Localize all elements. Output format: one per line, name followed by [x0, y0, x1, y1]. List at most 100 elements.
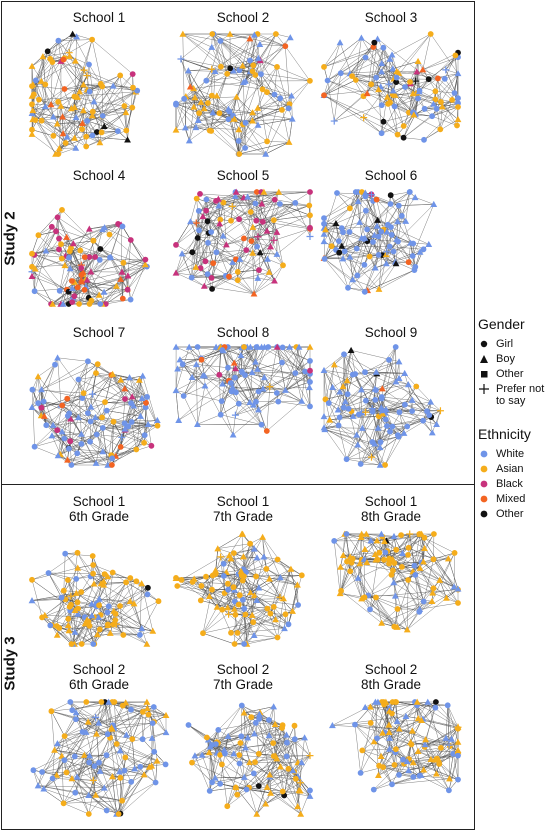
network-node	[78, 589, 85, 595]
network-edge	[62, 110, 84, 118]
network-node	[306, 202, 313, 209]
network-edge	[183, 377, 193, 397]
network-nodes	[320, 189, 438, 295]
network-edge	[273, 219, 311, 229]
network-node	[60, 587, 67, 594]
network-node	[44, 48, 51, 55]
network-edge	[328, 402, 339, 426]
network-node	[372, 368, 380, 375]
network-edge	[77, 451, 103, 454]
network-node	[282, 43, 289, 50]
network-edge	[337, 350, 352, 410]
network-node	[421, 105, 428, 112]
network-node	[66, 265, 74, 272]
network-edge	[323, 258, 365, 292]
network-edge	[324, 427, 357, 436]
network-edge	[257, 103, 290, 109]
network-node	[122, 396, 128, 402]
network-node	[47, 55, 54, 62]
network-edge	[101, 279, 121, 305]
network-node	[372, 397, 379, 403]
network-edge	[257, 66, 278, 109]
network-edge	[175, 221, 191, 246]
network-edge	[41, 361, 89, 390]
network-edge	[209, 73, 228, 131]
network-edge	[189, 106, 195, 141]
network-edge	[100, 83, 133, 108]
network-edge	[238, 140, 266, 155]
network-node	[89, 132, 96, 139]
network-nodes	[320, 31, 462, 143]
network-node	[375, 86, 382, 93]
network-edge	[235, 191, 251, 213]
network-node	[368, 81, 375, 88]
network-node	[57, 102, 65, 109]
network-node	[334, 406, 342, 413]
network-edge	[57, 431, 63, 456]
network-edge	[405, 191, 410, 222]
network-node	[243, 247, 250, 253]
network-node	[90, 570, 96, 577]
network-edge	[226, 238, 244, 245]
network-edge	[108, 582, 127, 607]
network-node	[330, 361, 338, 368]
network-node	[190, 103, 198, 110]
network-node	[61, 261, 69, 269]
network-edge	[222, 199, 275, 237]
network-node	[306, 232, 314, 240]
network-node	[80, 66, 88, 74]
network-edge	[392, 404, 406, 427]
network-edge	[77, 97, 93, 116]
network-edge	[351, 42, 375, 77]
network-edge	[342, 258, 365, 266]
network-node	[133, 578, 140, 585]
network-node	[142, 256, 149, 263]
network-edge	[243, 82, 246, 149]
network-edge	[370, 47, 384, 85]
network-node	[95, 595, 103, 602]
network-node	[28, 403, 36, 411]
network-node	[63, 133, 71, 140]
network-edge	[344, 231, 350, 252]
network-node	[254, 365, 261, 372]
network-edge	[74, 89, 88, 108]
network-node	[353, 431, 361, 438]
network-node	[196, 110, 202, 116]
network-edge	[220, 414, 234, 435]
network-edge	[364, 372, 377, 391]
school-title: School 1	[72, 10, 126, 25]
network-edge	[216, 95, 220, 114]
network-edge	[175, 104, 197, 128]
network-edge	[323, 223, 337, 242]
network-edge	[371, 441, 381, 458]
network-node	[429, 113, 435, 120]
network-node	[88, 297, 95, 304]
network-node	[415, 95, 421, 102]
network-edge	[86, 75, 136, 92]
network-node	[188, 373, 196, 380]
network-node	[137, 412, 144, 419]
network-edge	[403, 113, 416, 138]
network-node	[253, 217, 260, 224]
network-node	[115, 128, 121, 134]
network-node	[373, 74, 380, 81]
network-edge	[207, 273, 255, 294]
network-node	[55, 145, 63, 152]
network-node	[382, 251, 390, 258]
network-node	[186, 83, 194, 90]
network-node	[383, 228, 391, 235]
network-node	[386, 243, 393, 250]
network-edge	[48, 572, 94, 574]
network-edge	[220, 40, 251, 61]
network-edge	[395, 261, 415, 271]
school-title: School 6	[364, 168, 418, 183]
network-edge	[374, 443, 381, 466]
network-node	[173, 242, 179, 248]
network-edge	[390, 191, 410, 196]
network-node	[364, 226, 370, 233]
network-node	[65, 627, 73, 634]
network-node	[141, 432, 148, 439]
network-edge	[193, 95, 213, 108]
network-edge	[352, 264, 365, 280]
network-node	[187, 218, 194, 225]
